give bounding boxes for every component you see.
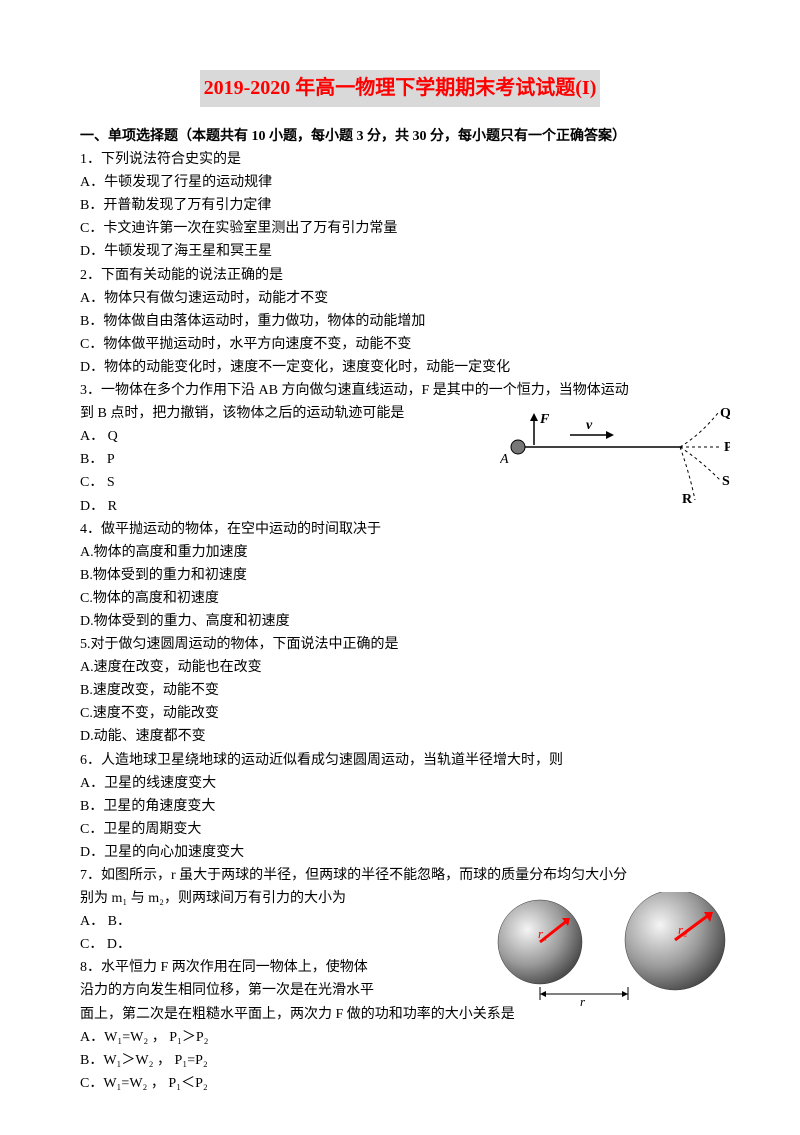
q8-opt-b: B．W₁＞W₂ ， P₁=P₂ — [80, 1049, 720, 1072]
q2-opt-c: C．物体做平抛运动时，水平方向速度不变，动能不变 — [80, 333, 720, 356]
page-title: 2019-2020 年高一物理下学期期末考试试题(I) — [200, 70, 601, 107]
q3-figure-wrap: A F v Q P S R A． Q B． P C． S D． R — [80, 425, 720, 517]
q7-two-spheres-diagram: r₁ r₂ r — [480, 892, 730, 1012]
q1-opt-b: B．开普勒发现了万有引力定律 — [80, 194, 720, 217]
q5-opt-c: C.速度不变，动能改变 — [80, 702, 720, 725]
q8-opt-a: A．W₁=W₂ ， P₁＞P₂ — [80, 1026, 720, 1049]
q1-opt-d: D．牛顿发现了海王星和冥王星 — [80, 240, 720, 263]
section-1-head: 一、单项选择题（本题共有 10 小题，每小题 3 分，共 30 分，每小题只有一… — [80, 125, 720, 148]
label-r2: r₂ — [678, 922, 688, 937]
label-R: R — [682, 492, 693, 505]
q6-stem: 6．人造地球卫星绕地球的运动近似看成匀速圆周运动，当轨道半径增大时，则 — [80, 749, 720, 772]
exam-page: 2019-2020 年高一物理下学期期末考试试题(I) 一、单项选择题（本题共有… — [0, 0, 800, 1135]
label-S: S — [722, 474, 730, 489]
q1-stem: 1．下列说法符合史实的是 — [80, 148, 720, 171]
label-P: P — [724, 440, 730, 455]
q6-opt-a: A．卫星的线速度变大 — [80, 772, 720, 795]
label-Q: Q — [720, 406, 730, 421]
q7-stem-1: 7．如图所示，r 虽大于两球的半径，但两球的半径不能忽略，而球的质量分布均匀大小… — [80, 864, 720, 887]
title-wrap: 2019-2020 年高一物理下学期期末考试试题(I) — [80, 70, 720, 107]
q6-opt-d: D．卫星的向心加速度变大 — [80, 841, 720, 864]
q2-opt-d: D．物体的动能变化时，速度不一定变化，速度变化时，动能一定变化 — [80, 356, 720, 379]
label-F: F — [539, 412, 550, 427]
q1-opt-a: A．牛顿发现了行星的运动规律 — [80, 171, 720, 194]
q6-opt-c: C．卫星的周期变大 — [80, 818, 720, 841]
q2-opt-b: B．物体做自由落体运动时，重力做功，物体的动能增加 — [80, 310, 720, 333]
q4-stem: 4．做平抛运动的物体，在空中运动的时间取决于 — [80, 518, 720, 541]
q2-stem: 2．下面有关动能的说法正确的是 — [80, 264, 720, 287]
q7-figure-wrap: r₁ r₂ r A． B． C． D． — [80, 910, 720, 956]
q1-opt-c: C．卡文迪许第一次在实验室里测出了万有引力常量 — [80, 217, 720, 240]
label-A: A — [500, 452, 509, 467]
q5-opt-a: A.速度在改变，动能也在改变 — [80, 656, 720, 679]
q4-opt-d: D.物体受到的重力、高度和初速度 — [80, 610, 720, 633]
q5-stem: 5.对于做匀速圆周运动的物体，下面说法中正确的是 — [80, 633, 720, 656]
q4-opt-c: C.物体的高度和初速度 — [80, 587, 720, 610]
q5-opt-d: D.动能、速度都不变 — [80, 725, 720, 748]
q3-trajectory-diagram: A F v Q P S R — [500, 395, 730, 505]
q2-opt-a: A．物体只有做匀速运动时，动能才不变 — [80, 287, 720, 310]
q6-opt-b: B．卫星的角速度变大 — [80, 795, 720, 818]
label-r1: r₁ — [538, 926, 548, 941]
q4-opt-a: A.物体的高度和重力加速度 — [80, 541, 720, 564]
q4-opt-b: B.物体受到的重力和初速度 — [80, 564, 720, 587]
q8-opt-c: C．W₁=W₂ ， P₁＜P₂ — [80, 1072, 720, 1095]
q5-opt-b: B.速度改变，动能不变 — [80, 679, 720, 702]
label-r: r — [580, 994, 586, 1009]
label-v: v — [586, 418, 593, 433]
